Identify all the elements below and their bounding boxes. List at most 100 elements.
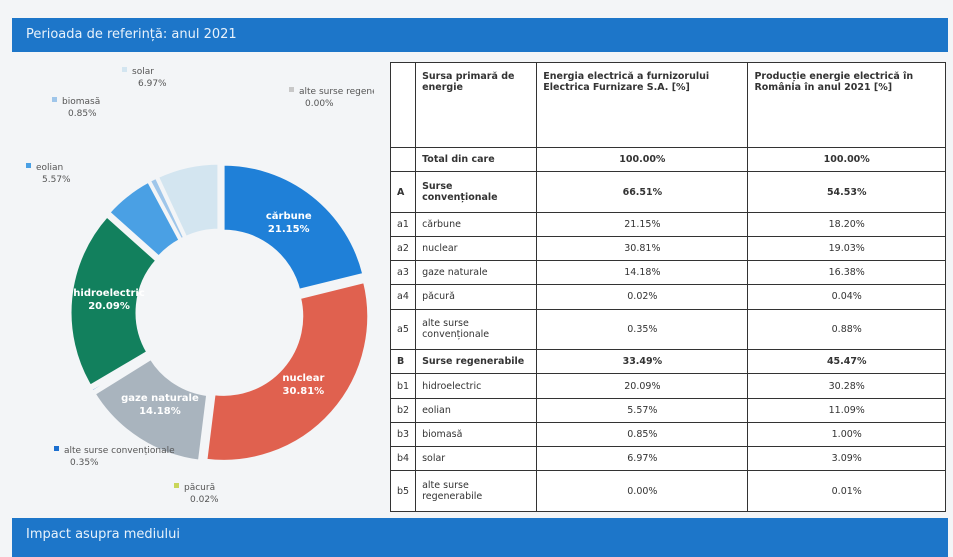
donut-segment bbox=[204, 279, 371, 463]
legend-swatch bbox=[52, 97, 57, 102]
segment-label: eolian bbox=[36, 163, 63, 173]
segment-value: 20.09% bbox=[88, 301, 130, 312]
table-cell: 0.85% bbox=[536, 421, 749, 447]
table-cell: 30.81% bbox=[536, 236, 749, 262]
segment-label: alte surse regenerabile bbox=[299, 87, 374, 97]
segment-value: 0.85% bbox=[68, 109, 97, 119]
table-cell: 19.03% bbox=[747, 236, 946, 262]
table-cell: 0.00% bbox=[536, 470, 749, 512]
segment-value: 5.57% bbox=[42, 175, 71, 185]
segment-label: nuclear bbox=[282, 373, 324, 384]
table-cell: a2 bbox=[389, 236, 417, 262]
table-cell: Surse convenționale bbox=[415, 171, 538, 213]
table-cell: 33.49% bbox=[536, 349, 749, 375]
energy-table: Sursa primară de energie Energia electric… bbox=[389, 62, 946, 512]
table-cell: Surse regenerabile bbox=[415, 349, 538, 375]
footer-bar: Impact asupra mediului bbox=[12, 518, 948, 557]
table-row: a3 gaze naturale 14.18% 16.38% bbox=[389, 260, 946, 286]
table-row: Total din care 100.00% 100.00% bbox=[389, 146, 946, 173]
donut-chart: cărbune 21.15% nuclear 30.81% gaze naturale 1… bbox=[26, 67, 374, 505]
legend-swatch bbox=[122, 67, 127, 72]
table-cell: 3.09% bbox=[747, 445, 946, 472]
table-cell: 100.00% bbox=[536, 146, 749, 173]
table-cell: a4 bbox=[389, 284, 417, 310]
segment-label: solar bbox=[132, 67, 154, 77]
donut-segment bbox=[68, 213, 159, 389]
legend-swatch bbox=[54, 446, 59, 451]
table-cell: nuclear bbox=[415, 236, 538, 262]
segment-label: hidroelectric bbox=[73, 288, 145, 299]
segment-label: păcură bbox=[184, 483, 215, 493]
legend-swatch bbox=[174, 483, 179, 488]
header-cell: Energia electrică a furnizorului Electri… bbox=[536, 62, 749, 148]
legend-swatch bbox=[289, 87, 294, 92]
table-cell: 11.09% bbox=[747, 397, 946, 423]
table-cell: hidroelectric bbox=[415, 373, 538, 399]
table-cell: 5.57% bbox=[536, 397, 749, 423]
table-row: b4 solar 6.97% 3.09% bbox=[389, 445, 946, 472]
table-row: a5 alte surse convenționale 0.35% 0.88% bbox=[389, 308, 946, 351]
header-row: Sursa primară de energie Energia electric… bbox=[389, 62, 946, 148]
table-cell: 30.28% bbox=[747, 373, 946, 399]
table-cell: 0.01% bbox=[747, 470, 946, 512]
table-cell: 1.00% bbox=[747, 421, 946, 447]
table-cell: b3 bbox=[389, 421, 417, 447]
table-row: b1 hidroelectric 20.09% 30.28% bbox=[389, 373, 946, 399]
table-cell: 14.18% bbox=[536, 260, 749, 286]
segment-label: biomasă bbox=[62, 97, 100, 107]
table-cell: biomasă bbox=[415, 421, 538, 447]
table-cell bbox=[389, 146, 417, 173]
table-cell: gaze naturale bbox=[415, 260, 538, 286]
table-cell: 18.20% bbox=[747, 211, 946, 238]
table-cell: cărbune bbox=[415, 211, 538, 238]
table-row: a2 nuclear 30.81% 19.03% bbox=[389, 236, 946, 262]
table-cell: 45.47% bbox=[747, 349, 946, 375]
segment-value: 6.97% bbox=[138, 79, 167, 89]
table-cell: b1 bbox=[389, 373, 417, 399]
table-cell: 0.88% bbox=[747, 308, 946, 351]
donut-segment bbox=[92, 356, 210, 463]
header-cell bbox=[389, 62, 417, 148]
table-cell: 21.15% bbox=[536, 211, 749, 238]
table-row: b3 biomasă 0.85% 1.00% bbox=[389, 421, 946, 447]
table-cell: solar bbox=[415, 445, 538, 472]
table-cell: 66.51% bbox=[536, 171, 749, 213]
table-cell: 0.04% bbox=[747, 284, 946, 310]
table-cell: 16.38% bbox=[747, 260, 946, 286]
segment-value: 14.18% bbox=[139, 406, 181, 417]
table-cell: A bbox=[389, 171, 417, 213]
segment-value: 0.00% bbox=[305, 99, 334, 109]
table-row: a4 păcură 0.02% 0.04% bbox=[389, 284, 946, 310]
table-cell: b4 bbox=[389, 445, 417, 472]
legend-swatch bbox=[26, 163, 31, 168]
segment-label: alte surse convenționale bbox=[64, 446, 175, 456]
segment-label: cărbune bbox=[266, 211, 312, 222]
table-row: a1 cărbune 21.15% 18.20% bbox=[389, 211, 946, 238]
segment-value: 0.35% bbox=[70, 458, 99, 468]
table-cell: alte surse regenerabile bbox=[415, 470, 538, 512]
segment-value: 21.15% bbox=[268, 224, 310, 235]
table-cell: a5 bbox=[389, 308, 417, 351]
donut-segment bbox=[221, 162, 366, 293]
table-cell: Total din care bbox=[415, 146, 538, 173]
segment-label: gaze naturale bbox=[121, 393, 199, 404]
table-cell: b2 bbox=[389, 397, 417, 423]
segment-value: 30.81% bbox=[283, 386, 325, 397]
header-cell: Sursa primară de energie bbox=[415, 62, 538, 148]
table-cell: alte surse convenționale bbox=[415, 308, 538, 351]
table-cell: 20.09% bbox=[536, 373, 749, 399]
table-cell: B bbox=[389, 349, 417, 375]
table-cell: 0.35% bbox=[536, 308, 749, 351]
table-row: b5 alte surse regenerabile 0.00% 0.01% bbox=[389, 470, 946, 512]
table-row: B Surse regenerabile 33.49% 45.47% bbox=[389, 349, 946, 375]
table-cell: a3 bbox=[389, 260, 417, 286]
header-cell: Producție energie electrică în România î… bbox=[747, 62, 946, 148]
table-cell: 6.97% bbox=[536, 445, 749, 472]
segment-value: 0.02% bbox=[190, 495, 219, 505]
table-cell: b5 bbox=[389, 470, 417, 512]
donut-segment bbox=[88, 353, 152, 395]
table-cell: păcură bbox=[415, 284, 538, 310]
table-cell: a1 bbox=[389, 211, 417, 238]
header-bar: Perioada de referință: anul 2021 bbox=[12, 18, 948, 52]
